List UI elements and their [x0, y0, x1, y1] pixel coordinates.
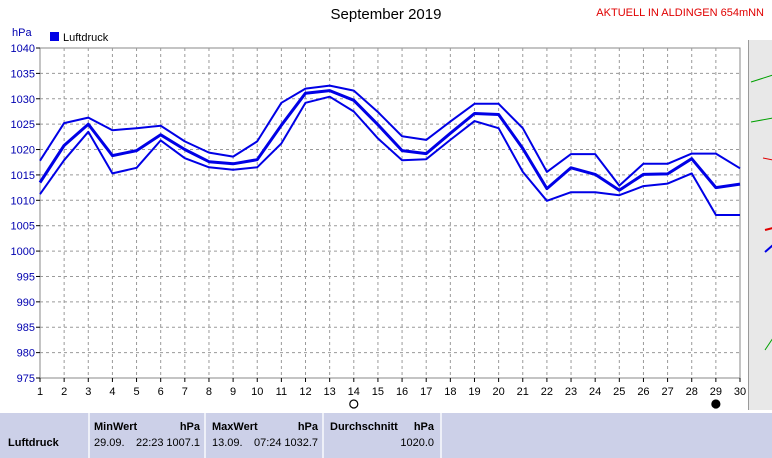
x-tick-label: 19	[468, 386, 480, 398]
x-tick-label: 6	[158, 386, 164, 398]
avg-cell: Durchschnitt hPa 1020.0	[324, 413, 440, 458]
y-tick-label: 995	[17, 271, 35, 283]
x-tick-label: 5	[133, 386, 139, 398]
x-tick-label: 9	[230, 386, 236, 398]
legend-label: Luftdruck	[63, 32, 109, 44]
x-tick-label: 13	[324, 386, 336, 398]
min-cell: MinWert hPa 29.09. 22:23 1007.1	[90, 413, 204, 458]
avg-unit: hPa	[413, 421, 434, 433]
max-cell: MaxWert hPa 13.09. 07:24 1032.7	[206, 413, 322, 458]
y-axis-label: hPa	[12, 27, 32, 39]
x-tick-label: 20	[492, 386, 504, 398]
x-tick-label: 25	[613, 386, 625, 398]
x-tick-label: 28	[686, 386, 698, 398]
y-tick-label: 985	[17, 322, 35, 334]
y-tick-label: 1005	[11, 221, 35, 233]
max-date: 13.09.	[212, 437, 243, 449]
x-tick-label: 22	[541, 386, 553, 398]
x-tick-label: 21	[517, 386, 529, 398]
x-tick-label: 3	[85, 386, 91, 398]
y-tick-label: 980	[17, 348, 35, 360]
stats-panel: Luftdruck MinWert hPa 29.09. 22:23 1007.…	[0, 413, 772, 458]
plot-area	[39, 47, 741, 379]
x-tick-label: 18	[444, 386, 456, 398]
x-tick-label: 12	[299, 386, 311, 398]
x-tick-label: 8	[206, 386, 212, 398]
side-panel-strip	[748, 40, 772, 410]
x-tick-label: 16	[396, 386, 408, 398]
x-tick-label: 14	[348, 386, 360, 398]
max-value: 1032.7	[284, 437, 318, 449]
x-tick-label: 7	[182, 386, 188, 398]
x-tick-label: 24	[589, 386, 601, 398]
min-value: 1007.1	[166, 437, 200, 449]
x-tick-label: 4	[109, 386, 115, 398]
y-tick-label: 1020	[11, 145, 35, 157]
pressure-chart: 9759809859909951000100510101015102010251…	[11, 27, 746, 409]
x-tick-label: 23	[565, 386, 577, 398]
y-tick-label: 1010	[11, 195, 35, 207]
station-label: AKTUELL IN ALDINGEN 654mNN	[596, 7, 764, 19]
moon-phase-icon	[711, 399, 721, 409]
min-unit: hPa	[179, 421, 200, 433]
x-tick-label: 10	[251, 386, 263, 398]
y-tick-label: 1035	[11, 68, 35, 80]
y-tick-label: 1040	[11, 43, 35, 55]
min-label: MinWert	[94, 421, 138, 433]
stats-row-label: Luftdruck	[8, 437, 59, 449]
series-line-min	[39, 95, 740, 216]
y-tick-label: 1000	[11, 246, 35, 258]
legend-swatch	[50, 32, 59, 41]
series-line-max	[39, 84, 741, 187]
x-tick-label: 26	[637, 386, 649, 398]
x-tick-label: 27	[661, 386, 673, 398]
x-tick-label: 2	[61, 386, 67, 398]
max-time: 07:24	[254, 437, 282, 449]
x-tick-label: 15	[372, 386, 384, 398]
x-tick-label: 30	[734, 386, 746, 398]
x-tick-label: 17	[420, 386, 432, 398]
y-tick-label: 1025	[11, 119, 35, 131]
y-tick-label: 1030	[11, 94, 35, 106]
min-date: 29.09.	[94, 437, 125, 449]
min-time: 22:23	[136, 437, 164, 449]
x-tick-label: 11	[276, 386, 287, 398]
series-line-mean	[38, 89, 741, 192]
max-label: MaxWert	[212, 421, 258, 433]
max-unit: hPa	[297, 421, 318, 433]
y-tick-label: 975	[17, 373, 35, 385]
x-tick-label: 29	[710, 386, 722, 398]
stats-row-label-cell: Luftdruck	[0, 413, 88, 458]
chart-title: September 2019	[330, 6, 442, 23]
avg-label: Durchschnitt	[330, 421, 398, 433]
moon-phase-icon	[349, 399, 359, 409]
x-tick-label: 1	[37, 386, 43, 398]
y-tick-label: 1015	[11, 170, 35, 182]
y-tick-label: 990	[17, 297, 35, 309]
avg-value: 1020.0	[400, 437, 434, 449]
